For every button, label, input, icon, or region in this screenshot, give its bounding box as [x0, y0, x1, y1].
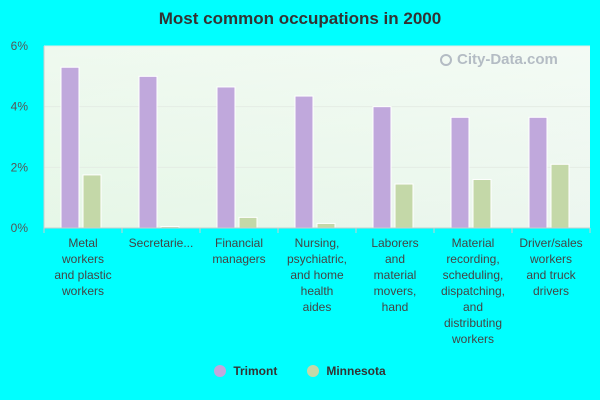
watermark-text: City-Data.com [457, 51, 558, 68]
y-tick-label: 2% [11, 160, 29, 174]
x-category-label-line: hand [382, 300, 409, 314]
bar-minnesota-6[interactable] [550, 163, 570, 229]
category-labels: Metal workers and plastic workers Secretarie… [54, 236, 582, 346]
x-category-label: Secretarie... [129, 236, 194, 250]
bar-minnesota-5[interactable] [472, 178, 492, 229]
bars [60, 66, 570, 229]
x-category-label-line: Secretarie... [129, 236, 194, 250]
x-category-label-line: Nursing, [295, 236, 340, 250]
x-category-label-line: health [301, 284, 334, 298]
bar-minnesota-4[interactable] [394, 183, 414, 229]
y-tick-label: 4% [11, 100, 29, 114]
x-category-label-line: Material [452, 236, 495, 250]
x-category-label-line: workers [529, 252, 572, 266]
bar-trimont-1[interactable] [138, 75, 158, 229]
x-category-label-line: dispatching, [441, 284, 505, 298]
grid-lines [44, 45, 590, 168]
legend-item-trimont[interactable]: Trimont [214, 364, 277, 378]
x-category-label: Financial managers [212, 236, 265, 266]
x-category-label-line: and [385, 252, 405, 266]
x-category-label-line: workers [61, 252, 104, 266]
x-category-label: Laborers and material movers, hand [371, 236, 418, 314]
x-category-label-line: and truck [526, 268, 576, 282]
x-category-label: Driver/sales workers and truck drivers [519, 236, 582, 298]
x-category-label-line: Laborers [371, 236, 418, 250]
legend-item-minnesota[interactable]: Minnesota [307, 364, 386, 378]
x-category-label-line: and home [290, 268, 344, 282]
bar-minnesota-2[interactable] [238, 216, 258, 229]
bar-trimont-6[interactable] [528, 116, 548, 229]
x-category-label-line: material [374, 268, 417, 282]
x-category-label: Material recording, scheduling, dispatching… [441, 236, 505, 346]
x-category-label-line: and [463, 300, 483, 314]
x-category-label-line: managers [212, 252, 265, 266]
legend-swatch-trimont [214, 365, 227, 377]
x-category-label-line: and plastic [54, 268, 111, 282]
magnifier-icon [440, 53, 452, 66]
watermark: City-Data.com [440, 51, 558, 68]
legend-label-minnesota: Minnesota [326, 364, 386, 378]
bar-minnesota-3[interactable] [316, 222, 336, 229]
axes: 0% 2% 4% 6% [11, 39, 591, 235]
bar-trimont-3[interactable] [294, 95, 314, 229]
bar-trimont-5[interactable] [450, 116, 470, 229]
x-category-label-line: drivers [533, 284, 569, 298]
bar-trimont-4[interactable] [372, 106, 392, 229]
x-category-label: Metal workers and plastic workers [54, 236, 111, 298]
x-category-label-line: Driver/sales [519, 236, 582, 250]
bar-trimont-0[interactable] [60, 66, 80, 229]
y-tick-label: 0% [11, 221, 29, 235]
x-category-label-line: recording, [446, 252, 499, 266]
x-category-label-line: psychiatric, [287, 252, 347, 266]
x-category-label-line: Metal [68, 236, 97, 250]
x-category-label-line: Financial [215, 236, 263, 250]
x-category-label-line: workers [451, 332, 494, 346]
bar-trimont-2[interactable] [216, 86, 236, 229]
x-category-label-line: aides [303, 300, 332, 314]
legend: Trimont Minnesota [0, 364, 600, 378]
bar-minnesota-0[interactable] [82, 174, 102, 229]
x-category-label-line: scheduling, [443, 268, 504, 282]
x-category-label-line: distributing [444, 316, 502, 330]
y-tick-label: 6% [11, 39, 29, 53]
plot-background-overlay [44, 46, 590, 228]
chart-title: Most common occupations in 2000 [158, 9, 442, 28]
legend-label-trimont: Trimont [233, 364, 278, 378]
legend-swatch-minnesota [307, 365, 320, 377]
x-category-label-line: movers, [374, 284, 417, 298]
x-category-label: Nursing, psychiatric, and home health aides [287, 236, 347, 314]
x-category-label-line: workers [61, 284, 104, 298]
